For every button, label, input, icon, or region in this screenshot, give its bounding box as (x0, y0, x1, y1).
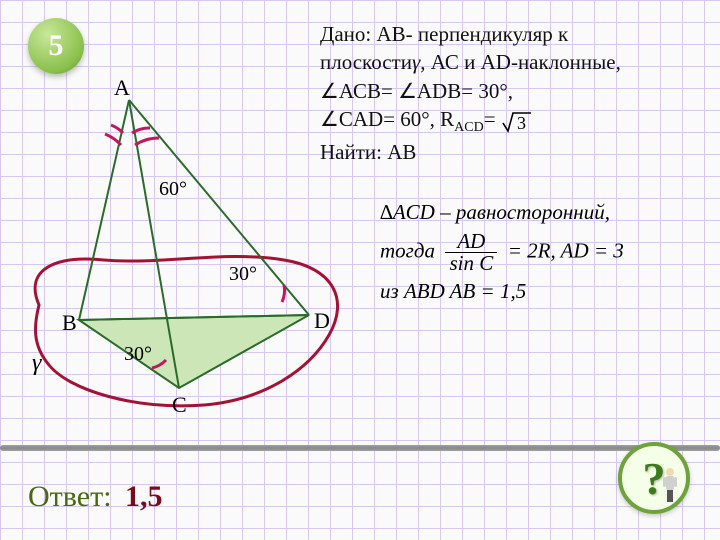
answer-value: 1,5 (125, 480, 163, 513)
problem-statement: Дано: АВ- перпендикуляр к плоскостиγ, АС… (320, 20, 720, 166)
problem-number-badge: 5 (28, 18, 84, 74)
solution-block: ∆ACD – равносторонний, тогда AD sin C = … (380, 195, 720, 309)
angle-label-c: 30° (124, 343, 152, 365)
angle-icon: ∠ (320, 107, 339, 131)
triangle-bcd (79, 315, 309, 388)
help-badge[interactable]: ? (618, 442, 690, 514)
solution-line-1: ∆ACD – равносторонний, (380, 195, 720, 231)
angle-arc-a-4 (105, 134, 121, 145)
problem-line-3: ∠CAD= 60°, RACD= 3 (320, 105, 720, 138)
vertex-label-d: D (314, 308, 330, 333)
angle-arc-a-2 (135, 138, 159, 145)
solution-line-2: тогда AD sin C = 2R, AD = 3 (380, 231, 720, 274)
divider-line (0, 445, 720, 451)
problem-line-1: Дано: АВ- перпендикуляр к плоскостиγ, АС… (320, 20, 720, 77)
angle-arc-d (282, 285, 285, 302)
gamma-symbol: γ (412, 50, 420, 74)
angle-icon: ∠ (320, 79, 339, 103)
answer-block: Ответ: 1,5 (28, 480, 163, 514)
person-icon (659, 466, 681, 506)
problem-number: 5 (49, 29, 64, 63)
angle-label-a: 60° (159, 178, 187, 200)
problem-line-2: ∠АСВ= ∠ADB= 30°, (320, 77, 720, 105)
angle-icon: ∠ (398, 79, 417, 103)
svg-text:3: 3 (517, 113, 526, 133)
angle-label-d: 30° (229, 263, 257, 285)
sqrt-icon: 3 (501, 109, 533, 133)
problem-line-4: Найти: АВ (320, 138, 720, 166)
vertex-label-c: С (172, 392, 187, 417)
plane-label: γ (32, 350, 42, 376)
vertex-label-b: B (62, 310, 77, 335)
answer-label: Ответ: (28, 480, 112, 513)
edge-ad (129, 100, 309, 315)
angle-arc-a-3 (111, 125, 123, 133)
solution-line-3: из ABD AB = 1,5 (380, 274, 720, 310)
geometry-diagram: А B С D 60° 30° 30° γ (14, 70, 354, 430)
vertex-label-a: А (114, 75, 130, 100)
fraction: AD sin C (445, 231, 497, 274)
